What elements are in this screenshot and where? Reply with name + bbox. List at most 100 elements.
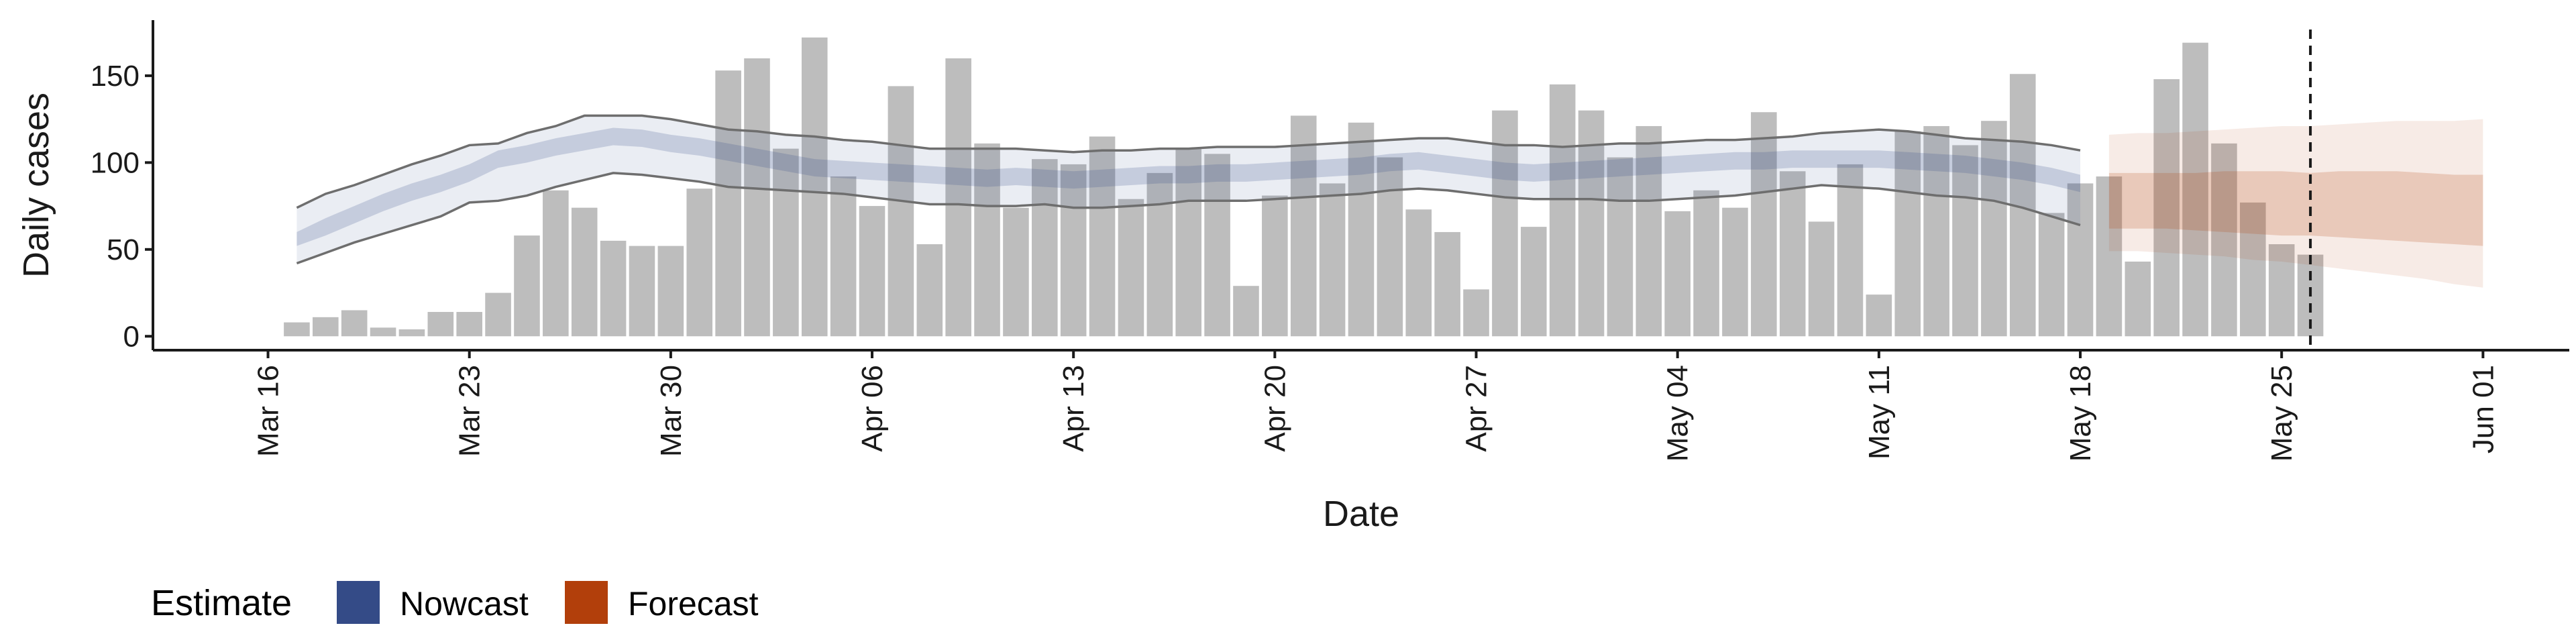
- bar-daily-cases: [514, 235, 540, 337]
- y-tick-label: 50: [107, 233, 140, 266]
- bar-daily-cases: [1146, 172, 1173, 337]
- bar-daily-cases: [456, 312, 482, 337]
- bar-daily-cases: [485, 292, 511, 337]
- bar-daily-cases: [2153, 79, 2180, 337]
- x-axis-title: Date: [1323, 494, 1399, 534]
- bar-daily-cases: [1463, 289, 1489, 337]
- bar-daily-cases: [1923, 125, 1949, 337]
- legend-label-forecast: Forecast: [628, 585, 759, 623]
- bar-daily-cases: [1175, 148, 1202, 337]
- bars-layer: [284, 37, 2324, 337]
- bar-daily-cases: [1204, 154, 1230, 337]
- bar-daily-cases: [2096, 176, 2123, 337]
- x-tick-label: May 18: [2064, 365, 2097, 462]
- bar-daily-cases: [1348, 122, 1375, 337]
- forecast-outer-band: [2108, 119, 2483, 288]
- bar-daily-cases: [657, 246, 684, 337]
- estimate-bands-layer: [297, 115, 2483, 288]
- bar-daily-cases: [1434, 231, 1460, 337]
- estimate-lines-layer: [296, 30, 2312, 350]
- bar-daily-cases: [2038, 213, 2065, 337]
- bar-daily-cases: [1866, 294, 1892, 337]
- legend-label-nowcast: Nowcast: [400, 585, 529, 623]
- bar-daily-cases: [1751, 112, 1777, 337]
- bar-daily-cases: [830, 176, 857, 337]
- bar-daily-cases: [1089, 136, 1116, 337]
- x-tick-label: Apr 06: [856, 365, 889, 452]
- bar-daily-cases: [916, 244, 943, 337]
- bar-daily-cases: [1837, 164, 1864, 337]
- bar-daily-cases: [1981, 121, 2007, 337]
- bar-daily-cases: [284, 322, 310, 337]
- legend-key-nowcast: [337, 581, 380, 624]
- nowcast-lower-line: [296, 172, 2081, 265]
- bar-daily-cases: [600, 240, 627, 337]
- bar-daily-cases: [1319, 183, 1346, 337]
- nowcast-inner-band: [297, 127, 2081, 246]
- x-tick-label: May 25: [2265, 365, 2298, 462]
- bar-daily-cases: [1607, 157, 1633, 337]
- bar-daily-cases: [1060, 164, 1087, 337]
- bar-daily-cases: [888, 86, 914, 337]
- x-tick-label: Jun 01: [2467, 365, 2500, 453]
- bar-daily-cases: [1492, 110, 1518, 337]
- nowcast-upper-line: [296, 114, 2081, 209]
- bar-daily-cases: [1032, 159, 1058, 337]
- bar-daily-cases: [312, 317, 339, 337]
- bar-daily-cases: [2268, 244, 2295, 337]
- x-tick-label: Mar 30: [655, 365, 688, 457]
- bar-daily-cases: [341, 310, 368, 337]
- bar-daily-cases: [1894, 131, 1921, 337]
- forecast-inner-band: [2108, 171, 2483, 246]
- y-tick-label: 100: [91, 146, 140, 179]
- bar-daily-cases: [427, 312, 454, 337]
- bar-daily-cases: [1779, 171, 1806, 337]
- bar-daily-cases: [859, 206, 885, 337]
- bar-daily-cases: [1664, 211, 1690, 337]
- bar-daily-cases: [543, 190, 569, 337]
- bar-daily-cases: [1693, 190, 1719, 337]
- bar-daily-cases: [398, 329, 425, 337]
- bar-daily-cases: [1578, 110, 1605, 337]
- bar-daily-cases: [2125, 261, 2151, 337]
- bar-daily-cases: [1405, 209, 1432, 337]
- nowcast-outer-band: [297, 115, 2081, 264]
- bar-daily-cases: [1952, 145, 1978, 337]
- x-tick-label: May 04: [1662, 365, 1695, 462]
- bar-daily-cases: [1377, 157, 1403, 337]
- bar-daily-cases: [715, 70, 741, 337]
- legend: Estimate Nowcast Forecast: [151, 581, 759, 624]
- bar-daily-cases: [1233, 286, 1259, 337]
- bar-daily-cases: [571, 207, 598, 337]
- x-tick-label: Apr 13: [1057, 365, 1090, 452]
- x-tick-label: Mar 23: [453, 365, 486, 457]
- bar-daily-cases: [2211, 143, 2237, 337]
- bar-daily-cases: [1003, 207, 1029, 337]
- bar-daily-cases: [974, 143, 1000, 337]
- bar-daily-cases: [629, 246, 655, 337]
- axes-layer: 0 50 100 150 Mar 16 Mar 23 Mar 30 Apr 06 Apr 13 A…: [16, 20, 2569, 534]
- bar-daily-cases: [1722, 207, 1748, 337]
- bar-daily-cases: [686, 189, 713, 337]
- bar-daily-cases: [1118, 199, 1144, 337]
- x-tick-label: May 11: [1863, 365, 1896, 460]
- y-axis-title: Daily cases: [16, 93, 56, 278]
- y-tick-label: 150: [91, 60, 140, 93]
- bar-daily-cases: [1290, 115, 1317, 337]
- bar-daily-cases: [801, 37, 828, 337]
- bar-daily-cases: [2240, 202, 2266, 337]
- y-tick-label: 0: [123, 320, 140, 353]
- bar-daily-cases: [1520, 227, 1547, 337]
- bar-daily-cases: [1635, 125, 1662, 337]
- x-tick-label: Apr 27: [1460, 365, 1493, 452]
- bar-daily-cases: [370, 327, 396, 337]
- bar-daily-cases: [1262, 195, 1288, 337]
- x-tick-label: Mar 16: [252, 365, 285, 457]
- bar-daily-cases: [1549, 84, 1576, 337]
- bar-daily-cases: [2067, 183, 2094, 337]
- bar-daily-cases: [1808, 221, 1835, 337]
- bar-daily-cases: [744, 58, 770, 337]
- legend-title: Estimate: [151, 583, 292, 623]
